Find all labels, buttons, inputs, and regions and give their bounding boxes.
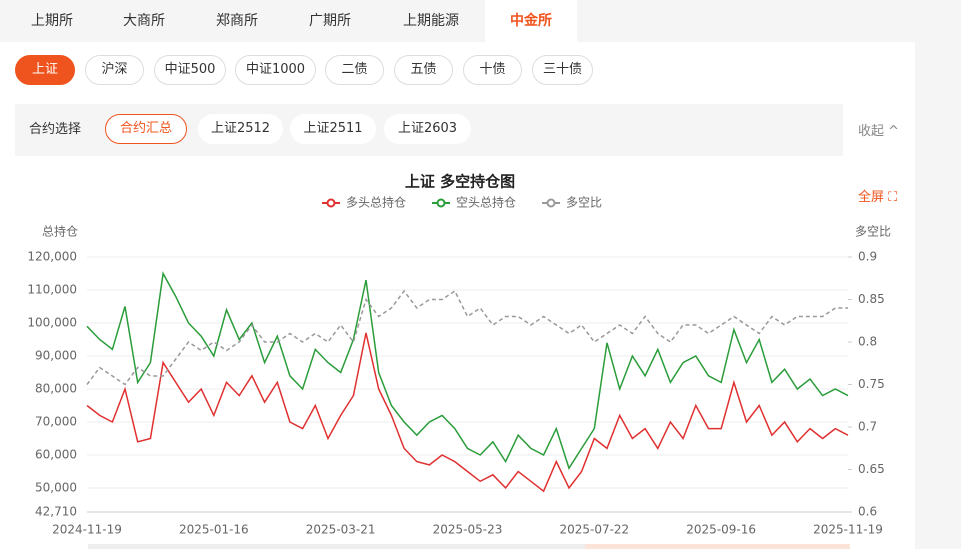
product-chip[interactable]: 中证500 (154, 55, 226, 85)
y-tick-label: 70,000 (35, 414, 77, 428)
y-tick-label: 80,000 (35, 381, 77, 395)
collapse-toggle[interactable]: 收起 ^ (858, 124, 900, 139)
exchange-tabs: 上期所 大商所 郑商所 广期所 上期能源 中金所 (0, 0, 915, 42)
x-tick-label: 2025-05-23 (433, 523, 503, 537)
x-tick-label: 2025-03-21 (306, 523, 376, 537)
series-line (86, 332, 849, 493)
contract-chip[interactable]: 上证2603 (384, 114, 471, 144)
tab[interactable]: 大商所 (123, 13, 165, 29)
legend-label: 空头总持仓 (456, 195, 516, 210)
y-tick-label: 42,710 (35, 505, 77, 519)
legend-label: 多空比 (566, 196, 602, 210)
legend-marker (436, 198, 446, 208)
y-tick-label: 90,000 (35, 348, 77, 362)
y-tick-label: 110,000 (27, 282, 77, 296)
y2-axis-title: 多空比 (855, 225, 891, 239)
contract-label: 合约选择 (29, 122, 82, 137)
legend-label: 多头总持仓 (346, 195, 406, 210)
product-chip[interactable]: 上证 (15, 55, 75, 85)
product-chip[interactable]: 沪深 (85, 55, 144, 85)
y-axis-title: 总持仓 (42, 224, 78, 239)
chart: 上证 多空持仓图 总持仓 多空比 42,710 50,000 60,000 70,00… (27, 173, 891, 549)
contract-bar: 合约选择 合约汇总 上证2512 上证2511 上证2603 (15, 104, 843, 156)
y2-tick-label: 0.85 (858, 292, 885, 306)
series-line (86, 271, 849, 470)
x-tick-label: 2025-01-16 (179, 523, 249, 537)
contract-chip[interactable]: 上证2512 (198, 114, 283, 144)
x-tick-label: 2025-07-22 (559, 523, 629, 537)
tab-active[interactable]: 中金所 (485, 0, 577, 42)
tab[interactable]: 上期能源 (403, 13, 459, 29)
chart-title: 上证 多空持仓图 (405, 173, 515, 191)
y2-tick-label: 0.7 (858, 420, 877, 434)
y-tick-label: 120,000 (27, 250, 77, 264)
y-tick-label: 50,000 (35, 480, 77, 494)
legend-marker (546, 198, 556, 208)
x-tick-label: 2025-09-16 (686, 523, 756, 537)
y2-tick-label: 0.9 (858, 250, 877, 264)
scroll-thumb[interactable] (585, 544, 850, 549)
legend-marker (326, 198, 336, 208)
scroll-track[interactable] (88, 544, 850, 549)
product-chip[interactable]: 二债 (325, 55, 384, 85)
series-line (86, 289, 848, 386)
fullscreen-button[interactable]: 全屏 ⛶ (858, 190, 898, 205)
contract-chip[interactable]: 上证2511 (290, 114, 376, 144)
tab[interactable]: 上期所 (31, 13, 73, 29)
tab[interactable]: 广期所 (309, 13, 351, 29)
y-tick-label: 100,000 (27, 315, 77, 329)
y2-tick-label: 0.8 (858, 335, 877, 349)
y-tick-label: 60,000 (35, 447, 77, 461)
contract-chip[interactable]: 合约汇总 (105, 114, 187, 144)
product-chip[interactable]: 五债 (394, 55, 453, 85)
y2-tick-label: 0.6 (858, 505, 877, 519)
x-tick-label: 2025-11-19 (813, 523, 883, 537)
product-chip[interactable]: 十债 (463, 55, 522, 85)
y2-tick-label: 0.75 (858, 377, 885, 391)
panel: 上期所 大商所 郑商所 广期所 上期能源 中金所 上证 沪深 中证500 中证1… (0, 0, 915, 205)
product-chip[interactable]: 中证1000 (235, 55, 316, 85)
tab[interactable]: 郑商所 (216, 13, 258, 29)
x-tick-label: 2024-11-19 (52, 523, 122, 537)
y2-tick-label: 0.65 (858, 462, 885, 476)
product-chip[interactable]: 三十债 (532, 55, 593, 85)
